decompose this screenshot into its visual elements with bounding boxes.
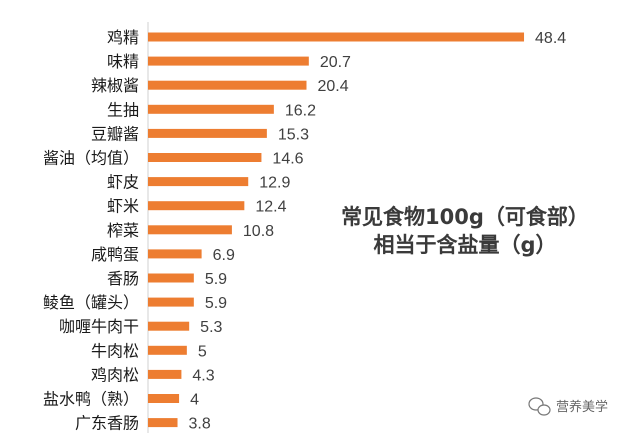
- value-labels: 48.4 20.7 20.416.2 15.3 14.6 12.9 12.4 10.8 6.9 5…: [189, 30, 567, 433]
- category-label: 味精: [107, 52, 139, 71]
- value-label: 4: [190, 392, 199, 409]
- value-label: 12.4: [255, 199, 286, 216]
- chart-title-line-2: 相当于含盐量（g）: [373, 233, 556, 257]
- value-label: 6.9: [213, 247, 235, 264]
- category-label: 酱油（均值）: [43, 149, 139, 168]
- bar: [148, 394, 180, 403]
- bar: [148, 177, 249, 187]
- category-label: 鲮鱼（罐头）: [43, 293, 139, 312]
- category-label: 广东香肠: [75, 414, 139, 433]
- category-label: 辣椒酱: [91, 76, 139, 95]
- bar: [148, 321, 190, 331]
- value-label: 12.9: [259, 175, 290, 192]
- bar: [148, 201, 245, 211]
- category-label: 牛肉松: [91, 341, 139, 360]
- category-label: 虾皮: [107, 173, 139, 192]
- watermark-text: 营养美学: [556, 399, 608, 415]
- value-label: 20.4: [317, 78, 348, 95]
- bar: [148, 225, 232, 235]
- category-label: 鸡肉松: [91, 365, 139, 384]
- value-label: 5.3: [200, 319, 222, 336]
- bar: [148, 273, 194, 283]
- bar: [148, 249, 202, 259]
- value-label: 5.9: [205, 271, 227, 288]
- category-label: 生抽: [107, 100, 139, 119]
- bar: [148, 128, 267, 138]
- category-label: 鸡精: [107, 28, 139, 47]
- category-label: 虾米: [107, 197, 139, 216]
- bar: [148, 104, 274, 114]
- value-label: 5.9: [205, 295, 227, 312]
- category-label: 香肠: [107, 269, 139, 288]
- value-label: 14.6: [272, 151, 303, 168]
- value-label: 48.4: [535, 30, 566, 47]
- bar: [148, 153, 262, 162]
- value-label: 15.3: [278, 126, 309, 143]
- category-label: 榨菜: [107, 221, 139, 240]
- bar: [148, 32, 525, 42]
- bar: [148, 80, 307, 90]
- chart-title-line-1: 常见食物100g（可食部）: [341, 205, 589, 229]
- category-label: 豆瓣酱: [91, 124, 139, 143]
- value-label: 20.7: [320, 54, 351, 71]
- bar: [148, 56, 309, 66]
- value-label: 16.2: [285, 102, 316, 119]
- value-label: 5: [198, 343, 207, 360]
- bars: [148, 32, 525, 428]
- bar: [148, 369, 182, 379]
- watermark: 营养美学: [528, 397, 608, 416]
- bar: [148, 297, 194, 307]
- value-label: 4.3: [192, 367, 214, 384]
- category-label: 盐水鸭（熟）: [43, 390, 139, 409]
- wechat-icon: [528, 397, 551, 416]
- value-label: 10.8: [243, 223, 274, 240]
- category-label: 咸鸭蛋: [91, 245, 139, 264]
- bar: [148, 345, 187, 355]
- value-label: 3.8: [189, 416, 211, 433]
- category-label: 咖喱牛肉干: [59, 317, 139, 336]
- bar: [148, 418, 178, 428]
